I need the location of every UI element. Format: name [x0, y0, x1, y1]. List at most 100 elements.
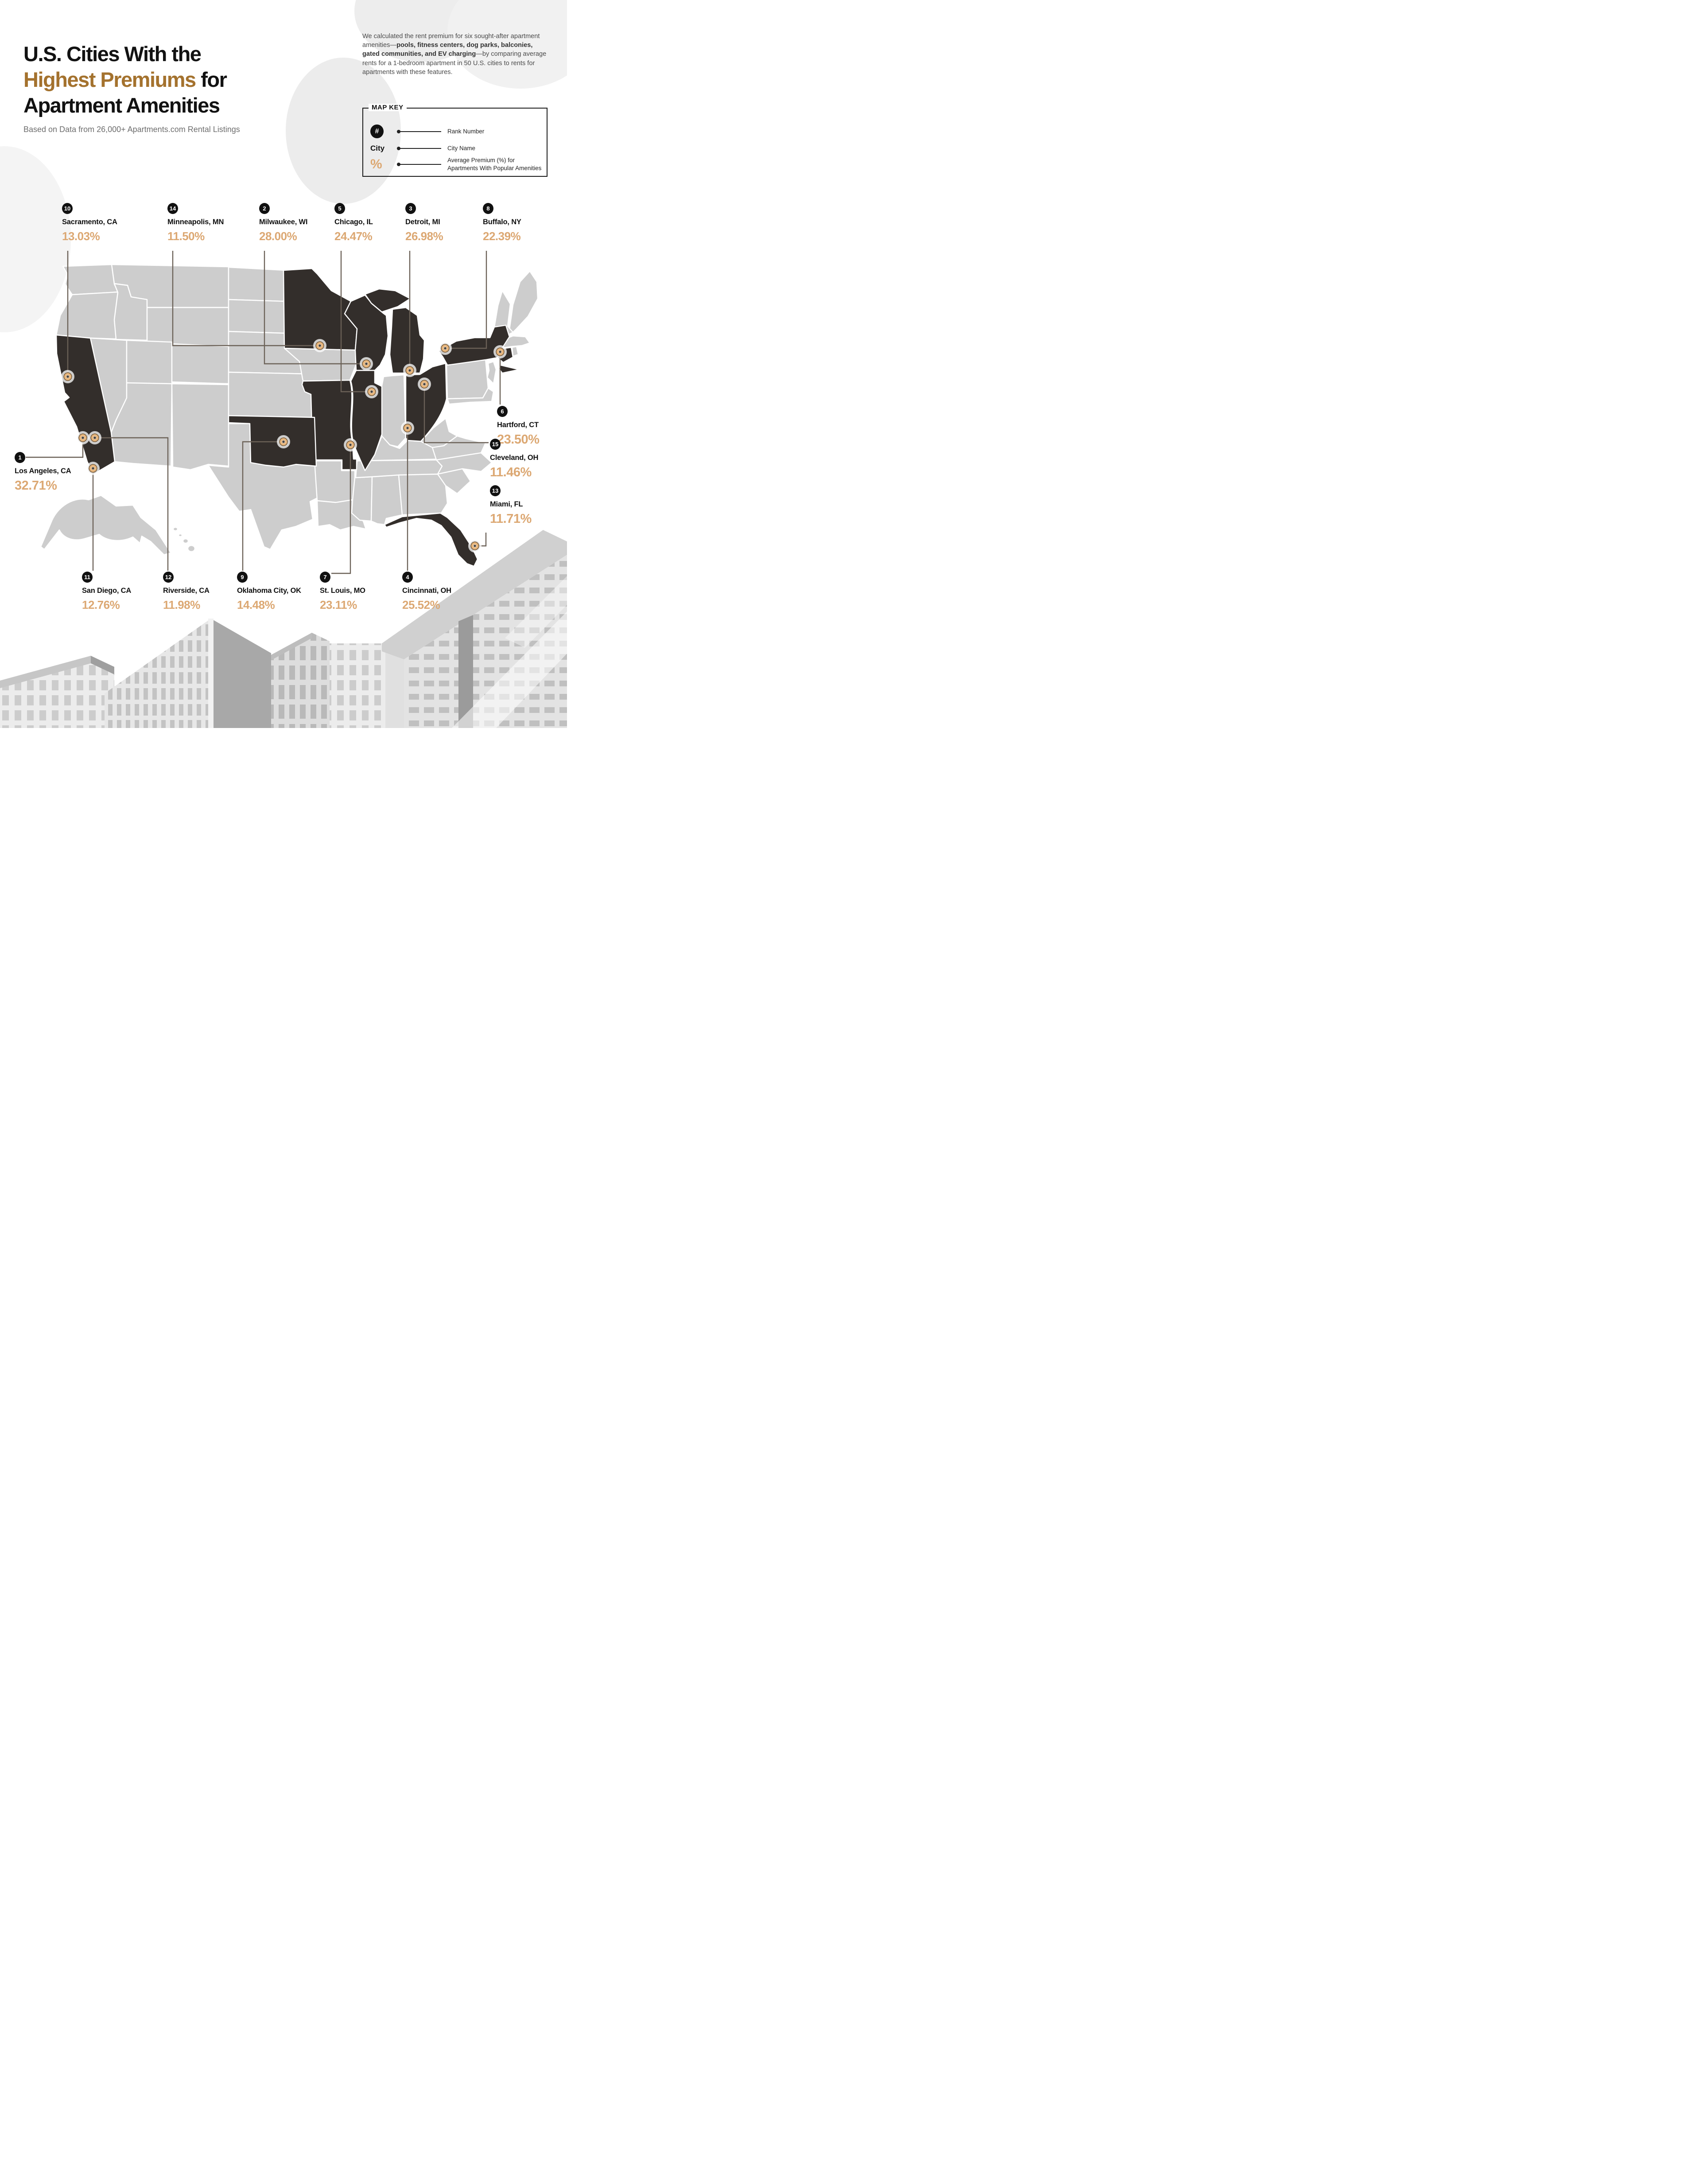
city-label-15: 15 Cleveland, OH 11.46%	[490, 439, 538, 480]
city-premium-percent: 24.47%	[334, 230, 373, 243]
percent-label: Average Premium (%) for Apartments With …	[447, 157, 542, 171]
rank-badge: 4	[402, 572, 413, 583]
rank-badge: 15	[490, 439, 501, 450]
state-GA	[398, 473, 448, 516]
state-MN	[283, 268, 358, 351]
page-title: U.S. Cities With the Highest Premiums fo…	[23, 41, 307, 118]
city-name: San Diego, CA	[82, 587, 132, 595]
rank-badge: 2	[259, 203, 270, 214]
city-label-9: 9 Oklahoma City, OK 14.48%	[237, 572, 301, 612]
city-premium-percent: 11.50%	[167, 230, 205, 243]
city-label-1: 1 Los Angeles, CA 32.71%	[15, 452, 71, 493]
intro-description: We calculated the rent premium for six s…	[362, 32, 548, 77]
rank-badge: 5	[334, 203, 345, 214]
state-AL	[370, 474, 403, 526]
rank-badge: 1	[15, 452, 25, 463]
title-highlight: Highest Premiums	[23, 68, 196, 92]
state-MD	[447, 387, 494, 405]
city-label-12: 12 Riverside, CA 11.98%	[163, 572, 210, 612]
state-MI	[389, 307, 425, 374]
key-connector-line	[397, 129, 441, 133]
state-WA	[62, 264, 119, 296]
state-NJ	[486, 361, 497, 385]
rank-badge: 11	[82, 572, 93, 583]
city-premium-percent: 25.52%	[402, 598, 440, 611]
state-SD	[228, 299, 286, 334]
city-premium-percent: 11.46%	[490, 465, 532, 479]
rank-badge: 8	[483, 203, 493, 214]
city-label-13: 13 Miami, FL 11.71%	[490, 485, 532, 526]
city-name: Cleveland, OH	[490, 454, 539, 462]
city-premium-percent: 26.98%	[405, 230, 443, 243]
state-HI	[187, 545, 196, 553]
map-marker-4	[401, 421, 414, 435]
title-line1: U.S. Cities With the	[23, 42, 202, 66]
map-marker-9	[277, 435, 290, 448]
city-name: Miami, FL	[490, 500, 523, 508]
city-premium-percent: 12.76%	[82, 598, 120, 611]
city-name: Milwaukee, WI	[259, 218, 308, 226]
city-name: Chicago, IL	[334, 218, 373, 226]
city-label-6: 6 Hartford, CT 23.50%	[497, 406, 540, 447]
description-tail: —by comparing average rents for a 1-bedr…	[362, 51, 547, 76]
state-IN	[381, 374, 407, 448]
city-premium-percent: 14.48%	[237, 598, 275, 611]
city-name: Hartford, CT	[497, 421, 539, 429]
city-name: Los Angeles, CA	[15, 467, 71, 475]
state-NC	[435, 452, 493, 475]
rank-badge: 6	[497, 406, 508, 417]
map-marker-2	[360, 357, 373, 370]
connector-line-15	[423, 388, 489, 444]
key-connector-line	[397, 162, 441, 166]
rank-badge: 14	[167, 203, 178, 214]
city-premium-percent: 11.98%	[163, 598, 200, 611]
us-states	[40, 264, 539, 567]
map-marker-3	[403, 364, 416, 377]
map-marker-1	[76, 431, 89, 444]
city-name: Riverside, CA	[163, 587, 210, 595]
map-marker-14	[313, 339, 326, 352]
city-name-symbol: City	[370, 144, 385, 152]
city-name: Detroit, MI	[405, 218, 440, 226]
state-ME	[509, 270, 539, 333]
map-key-title: MAP KEY	[369, 104, 407, 111]
city-label-8: 8 Buffalo, NY 22.39%	[483, 203, 521, 243]
map-marker-6	[493, 345, 507, 358]
city-name: Sacramento, CA	[62, 218, 117, 226]
city-premium-percent: 22.39%	[483, 230, 521, 243]
state-HI	[172, 526, 179, 532]
city-premium-percent: 32.71%	[15, 479, 57, 493]
rank-badge: 9	[237, 572, 248, 583]
rank-badge: 12	[163, 572, 174, 583]
city-label-10: 10 Sacramento, CA 13.03%	[62, 203, 117, 243]
state-NY-long-island	[498, 364, 520, 374]
connector-line-8	[449, 251, 487, 349]
city-label-3: 3 Detroit, MI 26.98%	[405, 203, 443, 243]
connector-line-9	[242, 441, 280, 571]
connector-line-1	[26, 442, 84, 458]
map-marker-15	[418, 378, 431, 391]
city-premium-percent: 23.11%	[320, 598, 357, 611]
city-premium-percent: 11.71%	[490, 512, 532, 526]
map-marker-5	[365, 385, 378, 398]
key-connector-line	[397, 147, 441, 150]
state-OH	[405, 362, 447, 442]
connector-line-7	[331, 449, 351, 574]
title-after-highlight: for	[195, 68, 227, 92]
city-name: Buffalo, NY	[483, 218, 521, 226]
map-key-box: MAP KEY # Rank Number City City Name % A…	[362, 104, 548, 177]
state-HI	[178, 533, 183, 537]
map-marker-13	[468, 539, 482, 553]
rank-number-symbol: #	[370, 125, 384, 138]
connector-line-14	[172, 251, 316, 346]
rank-number-label: Rank Number	[447, 128, 485, 135]
city-premium-percent: 13.03%	[62, 230, 100, 243]
rank-badge: 10	[62, 203, 73, 214]
connector-line-5	[340, 251, 368, 393]
rank-badge: 13	[490, 485, 501, 496]
city-premium-percent: 23.50%	[497, 432, 540, 447]
city-name: St. Louis, MO	[320, 587, 365, 595]
state-AK	[40, 494, 172, 556]
page-subtitle: Based on Data from 26,000+ Apartments.co…	[23, 125, 240, 134]
state-WY	[146, 307, 229, 347]
